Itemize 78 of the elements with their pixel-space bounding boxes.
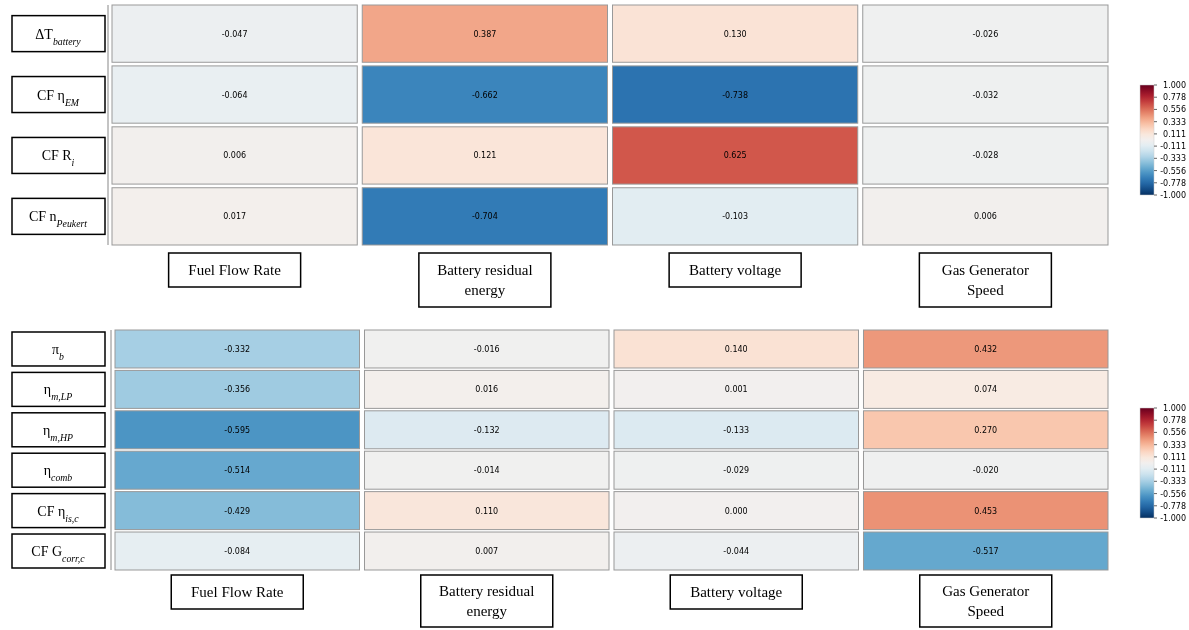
data-label: 0.000 xyxy=(724,506,748,516)
data-label: 0.121 xyxy=(473,151,497,161)
data-label: -0.429 xyxy=(224,506,251,516)
data-label: 0.387 xyxy=(473,29,497,39)
color-bar-label: 0.111 xyxy=(1163,129,1186,139)
data-label: -0.133 xyxy=(723,425,750,435)
color-bar-label: -0.111 xyxy=(1160,142,1186,152)
data-label: 0.432 xyxy=(974,344,998,354)
data-label: 0.625 xyxy=(723,151,747,161)
color-bar-label: 0.333 xyxy=(1163,117,1186,127)
data-label: -0.020 xyxy=(972,466,999,476)
data-label: -0.084 xyxy=(224,547,251,557)
data-label: 0.140 xyxy=(724,344,748,354)
y-tick-label: CF R$_{i}$ xyxy=(41,148,75,168)
x-tick-label: Battery voltage xyxy=(690,584,783,600)
data-label: -0.662 xyxy=(471,90,498,100)
color-bar-label: -0.778 xyxy=(1160,178,1186,188)
y-tick-label: CF G$_{corr,c}$ xyxy=(31,544,86,564)
x-tick-label: Fuel Flow Rate xyxy=(188,262,282,278)
data-label: 0.001 xyxy=(724,385,748,395)
data-label: 0.007 xyxy=(475,547,499,557)
color-bar-label: -0.333 xyxy=(1160,477,1186,487)
data-label: -0.103 xyxy=(722,212,749,222)
color-bar-label: 0.556 xyxy=(1163,105,1186,115)
data-label: 0.110 xyxy=(475,506,499,516)
data-label: 0.453 xyxy=(974,506,998,516)
data-label: -0.026 xyxy=(972,29,999,39)
data-label: -0.044 xyxy=(723,547,750,557)
data-label: 0.006 xyxy=(223,151,247,161)
x-tick-label: Gas Generator Speed xyxy=(942,583,1030,619)
x-tick-label: Gas Generator Speed xyxy=(941,262,1029,298)
data-label: -0.029 xyxy=(723,466,750,476)
data-label: -0.356 xyxy=(224,385,251,395)
color-bar-label: 1.000 xyxy=(1163,81,1186,90)
y-tick-label: η$_{m,HP}$ xyxy=(43,422,73,443)
x-tick-label: Battery voltage xyxy=(689,262,782,278)
x-tick-label: Battery residual energy xyxy=(437,262,533,298)
x-tick-label: Fuel Flow Rate xyxy=(191,584,284,600)
data-label: -0.047 xyxy=(221,29,248,39)
y-tick-label: CF η$_{EM}$ xyxy=(36,87,80,108)
color-bar-label: -0.333 xyxy=(1160,154,1186,164)
data-label: 0.017 xyxy=(223,212,247,222)
x-tick-label: Battery residual energy xyxy=(439,583,535,619)
color-bar-label: -0.111 xyxy=(1160,465,1186,475)
data-label: -0.595 xyxy=(224,425,251,435)
data-label: -0.032 xyxy=(972,90,999,100)
data-label: 0.074 xyxy=(974,385,998,395)
data-label: -0.064 xyxy=(221,90,248,100)
y-tick-label: η$_{m,LP}$ xyxy=(43,382,73,402)
color-bar-label: 0.556 xyxy=(1163,428,1186,438)
data-label: -0.517 xyxy=(972,547,999,557)
data-label: -0.332 xyxy=(224,344,251,354)
color-bar-label: -0.556 xyxy=(1160,166,1186,176)
data-label: 0.270 xyxy=(974,425,998,435)
y-tick-label: η$_{comb}$ xyxy=(43,463,73,483)
color-bar-label: -0.778 xyxy=(1160,501,1186,511)
color-bar-label: 0.778 xyxy=(1163,416,1186,426)
color-bar-label: 1.000 xyxy=(1163,404,1186,413)
data-label: 0.006 xyxy=(973,212,997,222)
color-bar-label: 0.111 xyxy=(1163,452,1186,462)
data-label: 0.016 xyxy=(475,385,499,395)
data-label: -0.704 xyxy=(471,212,498,222)
data-label: -0.014 xyxy=(473,466,500,476)
y-tick-label: CF n$_{Peukert}$ xyxy=(28,209,88,229)
color-bar-label: 0.333 xyxy=(1163,440,1186,450)
color-bar-label: -1.000 xyxy=(1160,191,1186,200)
data-label: 0.130 xyxy=(723,29,747,39)
color-bar-label: -1.000 xyxy=(1160,514,1186,523)
data-label: -0.132 xyxy=(473,425,500,435)
data-label: -0.738 xyxy=(722,90,749,100)
y-tick-label: ΔT$_{battery}$ xyxy=(35,26,82,47)
color-bar-label: -0.556 xyxy=(1160,489,1186,499)
data-label: -0.028 xyxy=(972,151,999,161)
color-bar-label: 0.778 xyxy=(1163,93,1186,103)
data-label: -0.016 xyxy=(473,344,500,354)
data-label: -0.514 xyxy=(224,466,251,476)
y-tick-label: π$_{b}$ xyxy=(52,341,65,362)
y-tick-label: CF η$_{is,c}$ xyxy=(37,503,80,524)
